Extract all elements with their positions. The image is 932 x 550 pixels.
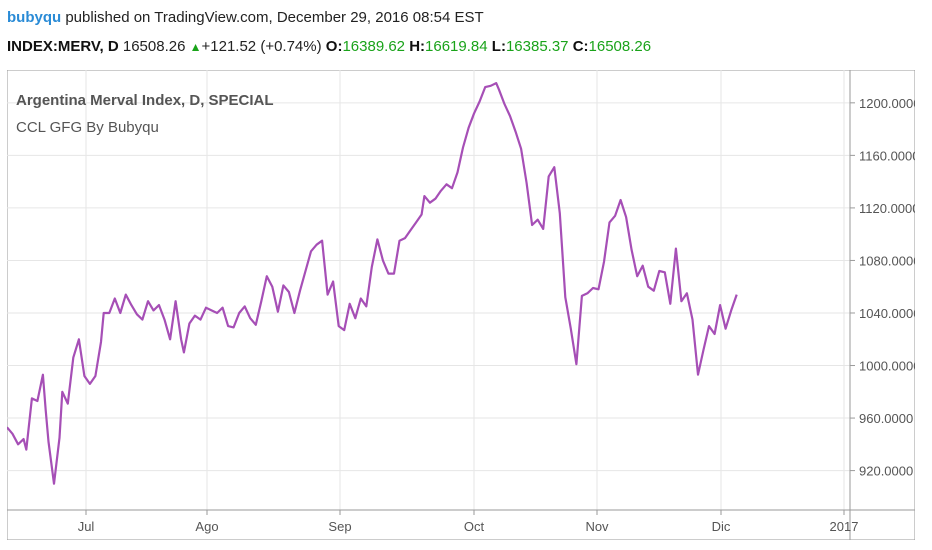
low-value: 16385.37 [505, 38, 569, 55]
x-tick-label: Jul [78, 519, 95, 534]
x-tick-label: Dic [712, 519, 731, 534]
high-value: 16619.84 [425, 38, 488, 55]
publish-header: bubyqu published on TradingView.com, Dec… [0, 0, 932, 66]
up-arrow-icon: ▲ [189, 40, 202, 54]
price-change: +121.52 (+0.74%) [201, 38, 322, 55]
chart-subtitle: CCL GFG By Bubyqu [16, 119, 159, 136]
close-value: 16508.26 [588, 38, 652, 55]
chart-background [6, 69, 916, 541]
y-tick-label: 920.0000 [859, 464, 913, 479]
low-label: L: [491, 38, 506, 55]
time-axis[interactable]: Jul Ago Sep Oct Nov Dic 2017 [78, 510, 859, 534]
x-tick-label: Oct [464, 519, 485, 534]
y-tick-label: 1040.0000 [859, 306, 915, 321]
price-chart[interactable]: 920.0000 960.0000 1000.0000 1040.0000 1080.0… [6, 69, 920, 541]
y-tick-label: 1080.0000 [859, 253, 915, 268]
x-tick-label: Nov [585, 519, 609, 534]
chart-frame[interactable]: 920.0000 960.0000 1000.0000 1040.0000 1080.0… [6, 69, 920, 541]
chart-title: Argentina Merval Index, D, SPECIAL [16, 92, 274, 109]
y-tick-label: 1160.0000 [859, 148, 915, 163]
y-tick-label: 1000.0000 [859, 359, 915, 374]
publish-line: bubyqu published on TradingView.com, Dec… [7, 9, 484, 26]
close-label: C: [572, 38, 589, 55]
published-text: published on TradingView.com, December 2… [65, 9, 484, 26]
high-label: H: [409, 38, 426, 55]
y-tick-label: 1120.0000 [859, 201, 915, 216]
x-tick-label: 2017 [830, 519, 859, 534]
open-value: 16389.62 [342, 38, 406, 55]
symbol-label: INDEX:MERV, D [7, 38, 119, 55]
last-price: 16508.26 [122, 38, 186, 55]
open-label: O: [325, 38, 343, 55]
author-link[interactable]: bubyqu [7, 9, 62, 26]
price-axis[interactable]: 920.0000 960.0000 1000.0000 1040.0000 1080.0… [850, 96, 920, 479]
series-line [6, 82, 738, 485]
x-tick-label: Sep [328, 519, 351, 534]
y-tick-label: 1200.0000 [859, 96, 915, 111]
y-tick-label: 960.0000 [859, 411, 913, 426]
symbol-quote-line: INDEX:MERV, D 16508.26 ▲+121.52 (+0.74%)… [7, 38, 651, 55]
x-tick-label: Ago [195, 519, 218, 534]
